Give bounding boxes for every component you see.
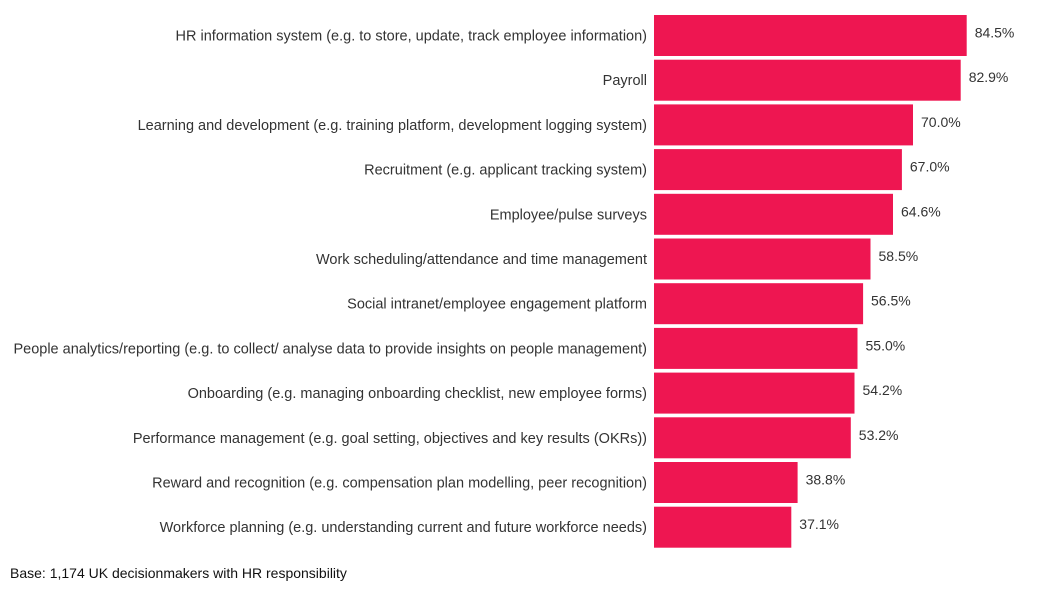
bar-9 — [654, 417, 851, 459]
bar-6 — [654, 283, 864, 325]
bar-11 — [654, 506, 792, 548]
value-label-7: 55.0% — [866, 337, 906, 353]
value-label-5: 58.5% — [879, 248, 919, 264]
category-label-3: Recruitment (e.g. applicant tracking sys… — [364, 163, 647, 179]
bar-7 — [654, 327, 858, 369]
value-label-10: 38.8% — [806, 472, 846, 488]
base-note: Base: 1,174 UK decisionmakers with HR re… — [10, 565, 347, 581]
category-label-7: People analytics/reporting (e.g. to coll… — [13, 341, 647, 357]
value-label-2: 70.0% — [921, 114, 961, 130]
category-label-2: Learning and development (e.g. training … — [138, 118, 647, 134]
value-label-6: 56.5% — [871, 293, 911, 309]
category-label-11: Workforce planning (e.g. understanding c… — [160, 520, 647, 536]
category-label-9: Performance management (e.g. goal settin… — [133, 431, 647, 447]
category-label-0: HR information system (e.g. to store, up… — [176, 29, 647, 45]
value-label-4: 64.6% — [901, 203, 941, 219]
bar-3 — [654, 149, 902, 191]
bar-chart: HR information system (e.g. to store, up… — [13, 15, 1014, 548]
category-label-1: Payroll — [603, 73, 647, 89]
bar-4 — [654, 193, 893, 235]
bar-10 — [654, 462, 798, 503]
bar-1 — [654, 59, 961, 101]
category-label-6: Social intranet/employee engagement plat… — [347, 297, 647, 313]
bar-2 — [654, 104, 913, 146]
value-label-11: 37.1% — [799, 516, 839, 532]
value-label-1: 82.9% — [969, 69, 1009, 85]
bar-0 — [654, 15, 967, 56]
value-label-9: 53.2% — [859, 427, 899, 443]
category-label-5: Work scheduling/attendance and time mana… — [316, 252, 647, 268]
bar-5 — [654, 238, 871, 280]
bars-group — [654, 15, 967, 548]
category-label-8: Onboarding (e.g. managing onboarding che… — [188, 386, 647, 402]
category-labels-group: HR information system (e.g. to store, up… — [13, 29, 647, 537]
value-label-0: 84.5% — [975, 25, 1015, 41]
bar-8 — [654, 372, 855, 414]
value-label-8: 54.2% — [863, 382, 903, 398]
value-labels-group: 84.5% 82.9% 70.0% 67.0% 64.6% 58.5% 56.5% 55.0%… — [799, 25, 1014, 533]
category-label-4: Employee/pulse surveys — [490, 207, 647, 223]
category-label-10: Reward and recognition (e.g. compensatio… — [152, 476, 647, 492]
value-label-3: 67.0% — [910, 159, 950, 175]
